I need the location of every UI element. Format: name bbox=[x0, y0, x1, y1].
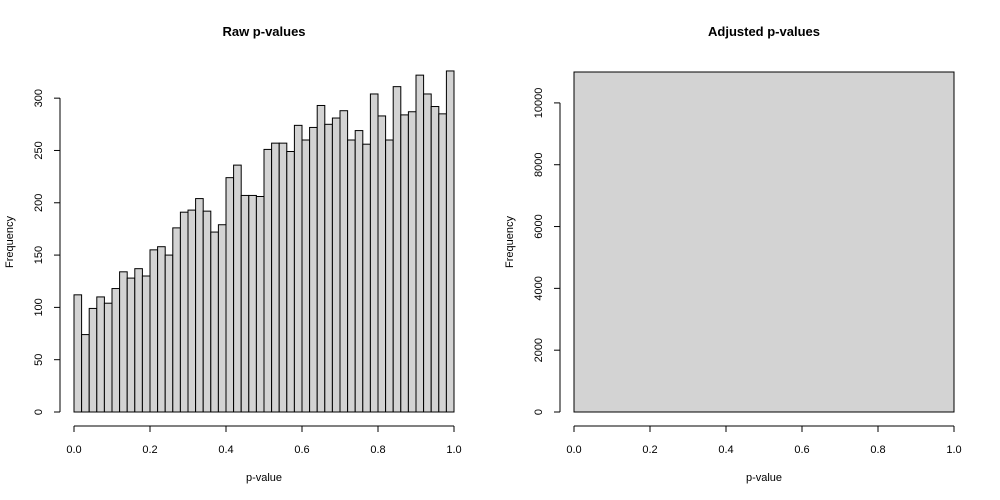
x-tick-label: 0.6 bbox=[794, 444, 809, 456]
histogram-bar bbox=[438, 113, 447, 413]
histogram-bar bbox=[339, 110, 349, 413]
histogram-bar bbox=[134, 268, 143, 413]
histogram-bar bbox=[331, 117, 341, 413]
histogram-bar bbox=[233, 164, 242, 413]
histogram-bar bbox=[119, 271, 128, 413]
histogram-bar bbox=[362, 143, 371, 413]
histogram-bar bbox=[240, 194, 250, 413]
x-tick-label: 0.0 bbox=[66, 444, 81, 456]
raw-pvalues-panel: Raw p-values p-value Frequency 0.0 0.2 0.4… bbox=[4, 24, 462, 484]
histogram-bar bbox=[293, 124, 303, 413]
x-tick-label: 0.4 bbox=[218, 444, 233, 456]
histogram-bar bbox=[126, 277, 136, 413]
bars bbox=[573, 71, 955, 413]
histogram-bar bbox=[141, 275, 151, 413]
x-axis-label: p-value bbox=[246, 472, 282, 484]
y-tick-label: 50 bbox=[33, 354, 45, 366]
histogram-bar bbox=[430, 106, 440, 413]
histogram-bar bbox=[179, 211, 189, 413]
histogram-bar bbox=[400, 114, 409, 413]
y-tick-label: 8000 bbox=[533, 152, 545, 176]
histogram-bar bbox=[255, 195, 265, 413]
histogram-bar bbox=[377, 115, 387, 413]
histogram-bar bbox=[423, 93, 432, 413]
y-tick-label: 6000 bbox=[533, 214, 545, 238]
y-tick-label: 0 bbox=[33, 409, 45, 415]
chart-title: Raw p-values bbox=[222, 24, 305, 39]
bars bbox=[73, 70, 455, 413]
histogram-bar bbox=[316, 104, 326, 413]
y-tick-label: 10000 bbox=[533, 88, 545, 119]
histogram-bar bbox=[164, 254, 174, 413]
histogram-bar bbox=[73, 294, 83, 413]
adjusted-pvalues-panel: Adjusted p-values p-value Frequency 0.0 0… bbox=[504, 24, 962, 484]
histogram-bar bbox=[415, 74, 425, 413]
y-axis-label: Frequency bbox=[504, 216, 516, 268]
y-tick-label: 2000 bbox=[533, 338, 545, 362]
histogram-bar bbox=[103, 302, 113, 413]
histogram-bar bbox=[157, 246, 166, 413]
histogram-bar bbox=[187, 209, 197, 413]
x-axis: 0.0 0.2 0.4 0.6 0.8 1.0 bbox=[66, 425, 462, 456]
histogram-bar bbox=[225, 177, 235, 413]
y-axis: 0 50 100 150 200 250 300 bbox=[33, 89, 61, 415]
histogram-bar bbox=[202, 210, 212, 413]
histogram-bar bbox=[392, 86, 402, 413]
histogram-bar bbox=[286, 151, 295, 413]
histogram-bar bbox=[407, 111, 417, 413]
histogram-bar bbox=[347, 139, 356, 413]
histogram-bar bbox=[149, 249, 159, 413]
histogram-bar bbox=[195, 198, 204, 413]
x-axis: 0.0 0.2 0.4 0.6 0.8 1.0 bbox=[566, 425, 962, 456]
histogram-bar bbox=[96, 296, 105, 413]
histogram-bar bbox=[172, 227, 181, 413]
histogram-bar bbox=[263, 148, 273, 413]
x-tick-label: 0.2 bbox=[642, 444, 657, 456]
histogram-bar bbox=[573, 71, 955, 413]
x-tick-label: 1.0 bbox=[446, 444, 461, 456]
histogram-bar bbox=[271, 142, 280, 413]
x-tick-label: 0.4 bbox=[718, 444, 733, 456]
histogram-bar bbox=[445, 70, 455, 413]
histogram-bar bbox=[81, 334, 90, 413]
histogram-bar bbox=[111, 288, 121, 413]
histogram-bar bbox=[301, 139, 311, 413]
y-tick-label: 150 bbox=[33, 246, 45, 264]
y-tick-label: 300 bbox=[33, 89, 45, 107]
histogram-bar bbox=[217, 224, 227, 413]
x-tick-label: 0.8 bbox=[370, 444, 385, 456]
histogram-bar bbox=[278, 142, 288, 413]
x-tick-label: 0.2 bbox=[142, 444, 157, 456]
y-tick-label: 200 bbox=[33, 194, 45, 212]
chart-title: Adjusted p-values bbox=[708, 24, 820, 39]
x-tick-label: 0.6 bbox=[294, 444, 309, 456]
histogram-bar bbox=[385, 139, 394, 413]
x-tick-label: 1.0 bbox=[946, 444, 961, 456]
y-tick-label: 100 bbox=[33, 298, 45, 316]
histogram-bar bbox=[369, 93, 379, 413]
histogram-bar bbox=[210, 231, 219, 413]
x-tick-label: 0.0 bbox=[566, 444, 581, 456]
histogram-bar bbox=[309, 126, 318, 413]
histogram-bar bbox=[88, 307, 98, 413]
y-axis-label: Frequency bbox=[4, 216, 16, 268]
histogram-bar bbox=[354, 130, 364, 413]
y-tick-label: 250 bbox=[33, 141, 45, 159]
y-tick-label: 0 bbox=[533, 409, 545, 415]
y-tick-label: 4000 bbox=[533, 276, 545, 300]
histogram-bar bbox=[324, 123, 333, 413]
x-axis-label: p-value bbox=[746, 472, 782, 484]
histogram-bar bbox=[248, 194, 257, 413]
y-axis: 0 2000 4000 6000 8000 10000 bbox=[533, 88, 561, 415]
x-tick-label: 0.8 bbox=[870, 444, 885, 456]
